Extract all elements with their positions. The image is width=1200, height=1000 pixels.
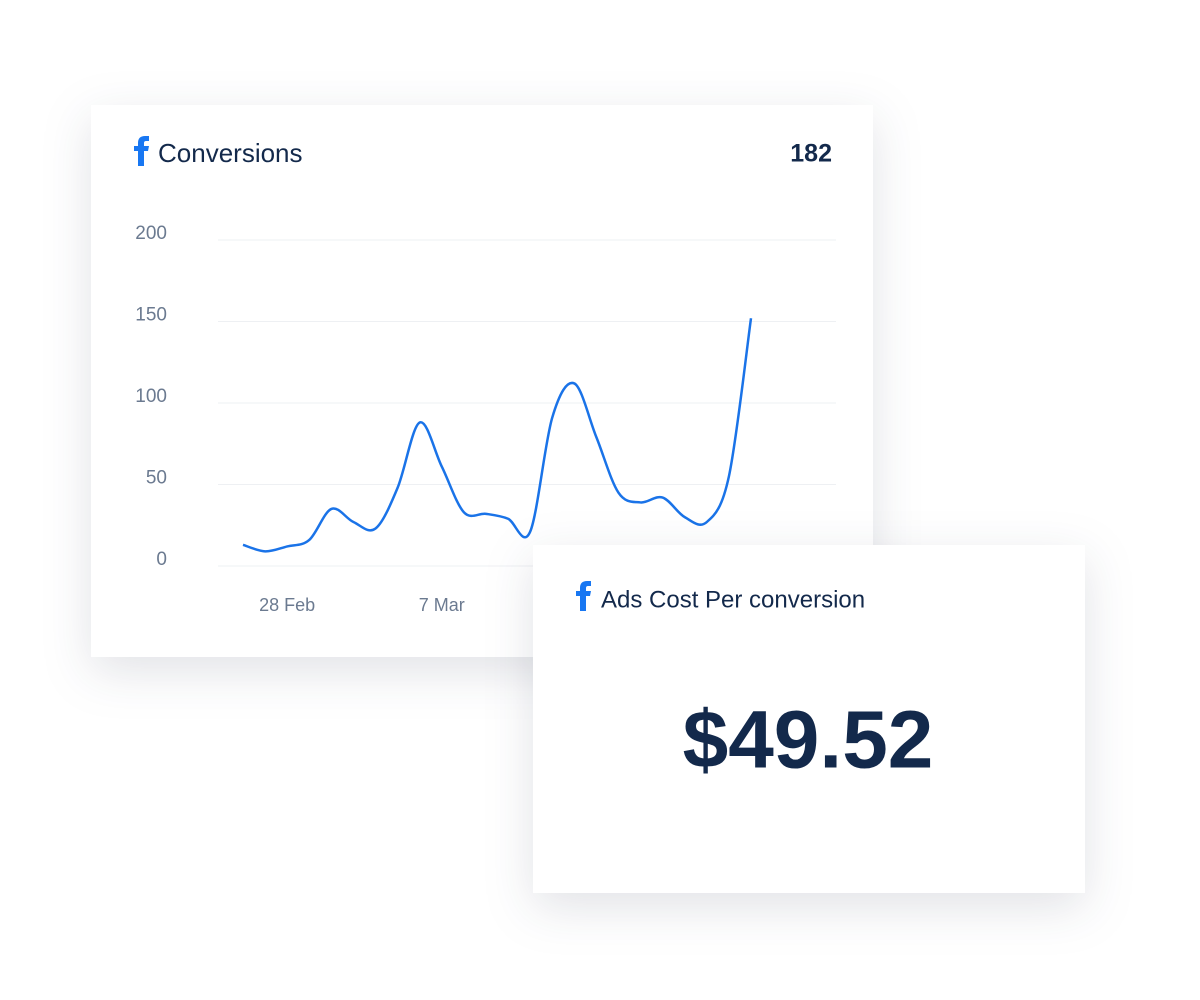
x-tick-label: 7 Mar — [419, 595, 465, 615]
y-tick-label: 0 — [156, 549, 167, 570]
card-title: Ads Cost Per conversion — [601, 586, 865, 613]
card-title: Conversions — [158, 138, 303, 168]
metric-value: $49.52 — [683, 695, 934, 786]
facebook-icon — [134, 136, 149, 166]
card-total: 182 — [790, 140, 832, 168]
y-tick-label: 100 — [135, 386, 167, 407]
y-tick-label: 50 — [146, 468, 167, 489]
y-tick-label: 150 — [135, 305, 167, 326]
facebook-icon — [576, 581, 591, 611]
x-tick-label: 28 Feb — [259, 595, 315, 615]
cost-card — [533, 545, 1085, 893]
line-series — [242, 318, 753, 553]
y-tick-label: 200 — [135, 223, 167, 244]
